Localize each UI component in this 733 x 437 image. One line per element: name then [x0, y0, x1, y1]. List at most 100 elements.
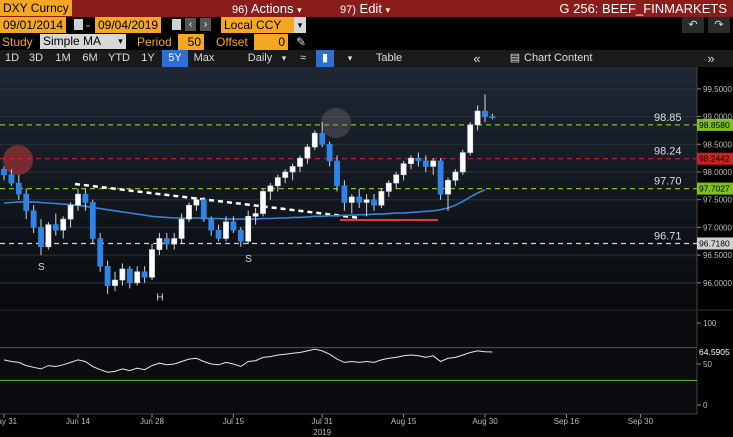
candle-body-up — [363, 199, 370, 203]
candle-body-up — [304, 146, 311, 159]
level-tag — [697, 237, 733, 250]
range-5y[interactable]: 5Y — [162, 50, 188, 67]
prev-period-button[interactable]: ‹ — [185, 18, 196, 31]
undo-icon[interactable]: ↶ — [682, 17, 704, 33]
candle-body-up — [75, 193, 81, 206]
candle-body-up — [186, 204, 192, 220]
price-chart[interactable]: 98.85 98.8580 98.24 98.2442 97.70 97.7027 96.7… — [0, 67, 733, 437]
line-chart-icon[interactable]: ≈ — [299, 52, 307, 64]
end-date-input[interactable]: 09/04/2019 — [95, 17, 162, 33]
candle-body-down — [8, 174, 15, 184]
calendar-icon[interactable] — [172, 19, 181, 30]
candle-body-down — [356, 196, 363, 203]
candle-body-down — [89, 202, 96, 239]
candle-body-up — [297, 157, 303, 167]
study-select[interactable]: Simple MA — [40, 34, 118, 49]
candle — [408, 155, 414, 170]
calendar-icon[interactable] — [74, 19, 83, 30]
level-label: 98.85 — [654, 112, 682, 124]
range-6m[interactable]: 6M — [82, 52, 98, 64]
moving-average-line — [3, 188, 486, 220]
candle — [193, 196, 200, 211]
pencil-icon[interactable]: ✎ — [296, 35, 307, 49]
x-tick-label: Aug 30 — [472, 417, 498, 426]
actions-menu[interactable]: 96) Actions ▾ — [232, 0, 302, 19]
dropdown-icon[interactable]: ▾ — [294, 17, 306, 33]
candle-body-up — [274, 177, 281, 187]
level-tag — [697, 118, 733, 131]
candle-chart-icon[interactable]: ▮ — [316, 50, 334, 67]
candle-body-down — [23, 193, 30, 212]
range-max[interactable]: Max — [193, 52, 215, 64]
dropdown-icon[interactable]: ▾ — [347, 53, 353, 63]
candle-body-up — [348, 196, 355, 203]
frequency-select[interactable]: Daily — [247, 52, 273, 64]
annotations: S H S — [38, 254, 252, 304]
candle — [282, 169, 289, 184]
edit-label: Edit — [359, 1, 382, 16]
currency-select[interactable]: Local CCY — [221, 17, 300, 33]
table-button[interactable]: Table — [375, 52, 403, 64]
range-1d[interactable]: 1D — [4, 52, 20, 64]
levels: 98.85 98.8580 98.24 98.2442 97.70 97.7027 96.7… — [0, 112, 733, 250]
candle — [230, 216, 237, 233]
candle-body-down — [126, 268, 133, 284]
x-year-label: 2019 — [313, 428, 331, 437]
chart-content-button[interactable]: Chart Content — [524, 52, 593, 64]
candle — [393, 171, 400, 189]
candle — [348, 194, 355, 214]
chart-content-icon[interactable]: ▤ — [509, 52, 521, 64]
candle-body-up — [252, 213, 259, 217]
period-input[interactable]: 50 — [178, 34, 204, 50]
candle-body-up — [134, 271, 141, 284]
candle — [260, 188, 266, 217]
ticker-field[interactable]: DXY Curncy — [0, 0, 72, 16]
dropdown-icon[interactable]: ▾ — [115, 34, 126, 49]
candle-body-up — [311, 132, 318, 148]
edit-menu[interactable]: 97) Edit ▾ — [340, 0, 390, 19]
next-period-button[interactable]: › — [200, 18, 211, 31]
candle — [445, 177, 451, 211]
range-bar: 1D 3D 1M 6M YTD 1Y 5Y Max Daily ▾ ≈ ▮ ▾ Table «… — [0, 50, 733, 67]
date-separator: - — [86, 18, 90, 32]
collapse-left-icon[interactable]: « — [473, 51, 481, 66]
candle — [437, 158, 444, 200]
level-tag — [697, 182, 733, 195]
candle — [356, 188, 363, 209]
candle — [341, 180, 348, 211]
candle-body-up — [289, 166, 296, 173]
candle — [378, 188, 385, 209]
x-tick-label: Jul 31 — [312, 417, 334, 426]
candle-body-down — [489, 116, 496, 119]
range-1y[interactable]: 1Y — [141, 52, 155, 64]
range-3d[interactable]: 3D — [28, 52, 44, 64]
level-label: 96.71 — [654, 230, 682, 242]
offset-input[interactable]: 0 — [254, 34, 288, 50]
collapse-right-icon[interactable]: » — [707, 51, 715, 66]
candle — [452, 169, 459, 186]
level-tag-label: 98.8580 — [699, 120, 730, 130]
level-label: 97.70 — [654, 176, 682, 188]
candle — [141, 266, 148, 283]
candle-body-down — [371, 199, 377, 206]
candle — [245, 210, 252, 245]
range-1m[interactable]: 1M — [55, 52, 71, 64]
candle — [134, 266, 141, 286]
x-tick-label: Aug 15 — [391, 417, 417, 426]
redo-icon[interactable]: ↷ — [708, 17, 730, 33]
candle — [104, 260, 111, 294]
x-tick-label: Jun 14 — [66, 417, 91, 426]
candle — [311, 130, 318, 150]
candle-body-up — [112, 279, 118, 286]
candle — [186, 202, 192, 222]
pattern-label: S — [38, 262, 45, 273]
rsi-y-tick-label: 50 — [703, 360, 712, 369]
range-ytd[interactable]: YTD — [108, 52, 130, 64]
candle-body-up — [393, 174, 400, 184]
pattern-label: H — [156, 293, 163, 304]
candle-body-down — [215, 229, 222, 239]
dropdown-icon[interactable]: ▾ — [281, 53, 287, 63]
candle-body-up — [282, 171, 289, 178]
start-date-input[interactable]: 09/01/2014 — [0, 17, 67, 33]
candle — [304, 144, 311, 164]
